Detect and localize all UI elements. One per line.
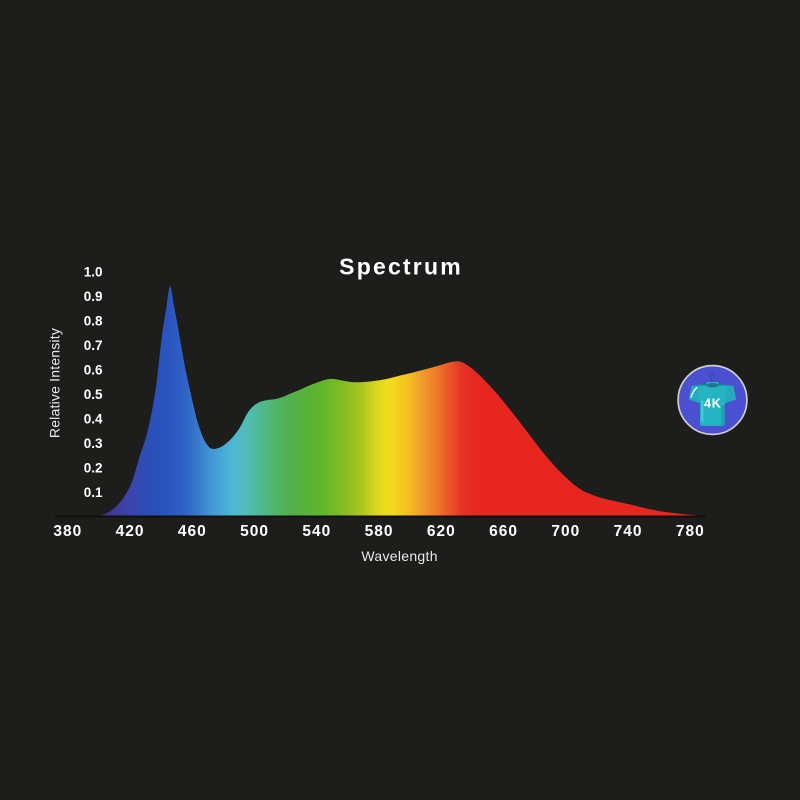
svg-text:0.6: 0.6 (84, 363, 103, 378)
svg-text:740: 740 (614, 523, 643, 540)
svg-text:620: 620 (427, 523, 456, 540)
svg-text:540: 540 (302, 523, 331, 540)
svg-text:0.5: 0.5 (84, 387, 103, 402)
svg-text:0.1: 0.1 (84, 485, 103, 500)
svg-text:1.0: 1.0 (84, 264, 103, 279)
svg-text:700: 700 (551, 523, 580, 540)
svg-text:500: 500 (240, 523, 269, 540)
svg-text:0.9: 0.9 (84, 289, 103, 304)
svg-text:660: 660 (489, 523, 518, 540)
svg-text:4K: 4K (704, 397, 722, 411)
svg-text:Wavelength: Wavelength (361, 548, 437, 564)
svg-text:Relative Intensity: Relative Intensity (47, 328, 63, 438)
svg-text:Spectrum: Spectrum (339, 253, 463, 279)
svg-text:460: 460 (178, 523, 207, 540)
svg-text:380: 380 (53, 523, 82, 540)
svg-text:0.4: 0.4 (84, 412, 103, 427)
svg-text:580: 580 (365, 523, 394, 540)
svg-text:0.3: 0.3 (84, 436, 103, 451)
svg-text:420: 420 (116, 523, 145, 540)
svg-text:0.2: 0.2 (84, 461, 103, 476)
svg-text:780: 780 (676, 523, 705, 540)
svg-text:0.7: 0.7 (84, 338, 103, 353)
svg-text:0.8: 0.8 (84, 313, 103, 328)
